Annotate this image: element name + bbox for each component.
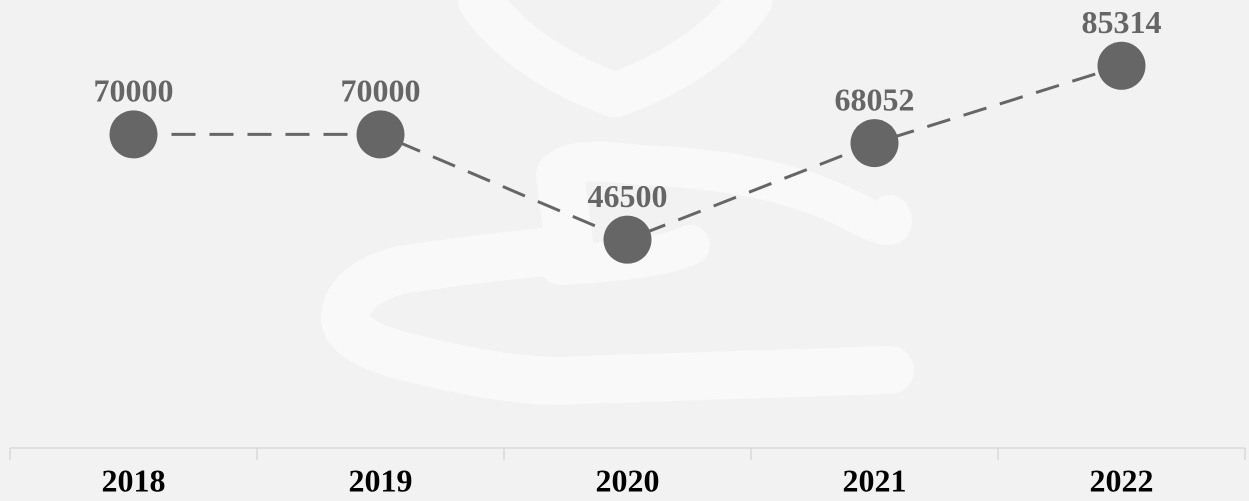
marker xyxy=(109,110,158,159)
data-label: 70000 xyxy=(94,73,174,109)
x-tick-label: 2022 xyxy=(1090,462,1154,498)
marker xyxy=(1097,41,1146,90)
marker xyxy=(603,215,652,264)
data-label: 68052 xyxy=(835,81,915,117)
x-tick-label: 2020 xyxy=(596,462,660,498)
data-label: 85314 xyxy=(1082,4,1162,40)
x-tick-label: 2021 xyxy=(843,462,907,498)
x-tick-label: 2019 xyxy=(349,462,413,498)
data-label: 70000 xyxy=(341,73,421,109)
data-label: 46500 xyxy=(588,178,668,214)
marker xyxy=(356,110,405,159)
x-tick-label: 2018 xyxy=(102,462,166,498)
marker xyxy=(850,119,899,168)
